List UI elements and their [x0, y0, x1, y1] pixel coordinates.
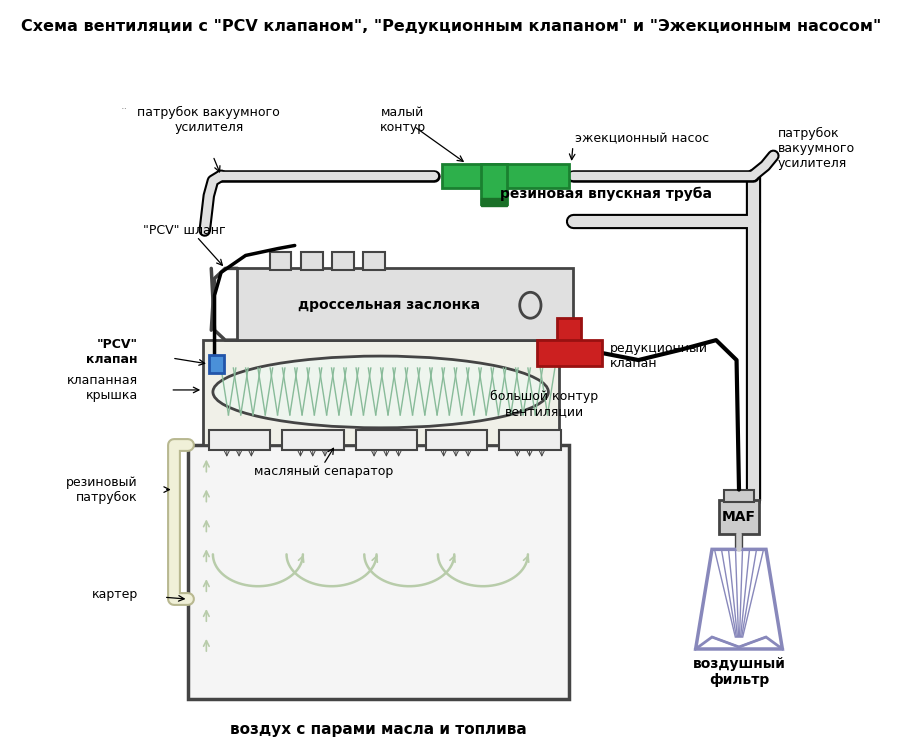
Text: патрубок
вакуумного
усилителя: патрубок вакуумного усилителя: [778, 127, 854, 171]
Bar: [271, 253, 291, 271]
Bar: [203, 340, 559, 444]
Bar: [332, 253, 354, 271]
Bar: [719, 499, 759, 535]
Bar: [500, 430, 561, 450]
Bar: [282, 430, 344, 450]
Polygon shape: [695, 550, 782, 649]
Bar: [208, 355, 224, 373]
Text: резиновая впускная труба: резиновая впускная труба: [500, 186, 712, 201]
Bar: [301, 253, 323, 271]
Text: резиновый
патрубок: резиновый патрубок: [66, 475, 138, 504]
Text: масляный сепаратор: масляный сепаратор: [253, 465, 393, 478]
Bar: [237, 268, 573, 340]
Text: "PCV" шланг: "PCV" шланг: [143, 224, 226, 237]
Text: картер: картер: [91, 588, 138, 601]
Text: ..: ..: [121, 101, 128, 111]
Bar: [724, 490, 754, 502]
Ellipse shape: [213, 356, 548, 428]
Text: "PCV"
клапан: "PCV" клапан: [86, 338, 138, 366]
Bar: [356, 430, 418, 450]
Bar: [364, 253, 385, 271]
Circle shape: [520, 293, 541, 318]
Bar: [482, 164, 508, 204]
Text: эжекционный насос: эжекционный насос: [575, 132, 709, 145]
Text: малый
контур: малый контур: [380, 106, 426, 134]
Bar: [426, 430, 487, 450]
Bar: [482, 198, 508, 205]
Bar: [189, 444, 569, 699]
Text: Схема вентиляции с "PCV клапаном", "Редукционным клапаном" и "Эжекционным насосо: Схема вентиляции с "PCV клапаном", "Реду…: [21, 20, 881, 35]
Text: клапанная
крышка: клапанная крышка: [67, 374, 138, 402]
Text: дроссельная заслонка: дроссельная заслонка: [298, 299, 480, 312]
Text: воздух с парами масла и топлива: воздух с парами масла и топлива: [230, 722, 527, 737]
Bar: [537, 340, 603, 366]
Text: большой контур
вентиляции: большой контур вентиляции: [490, 390, 598, 418]
Bar: [208, 430, 271, 450]
Text: воздушный
фильтр: воздушный фильтр: [693, 657, 786, 687]
Text: MAF: MAF: [722, 511, 756, 524]
Bar: [442, 164, 569, 188]
Text: редукционный
клапан: редукционный клапан: [610, 342, 708, 370]
Bar: [557, 318, 581, 350]
Text: патрубок вакуумного
усилителя: патрубок вакуумного усилителя: [137, 106, 281, 134]
